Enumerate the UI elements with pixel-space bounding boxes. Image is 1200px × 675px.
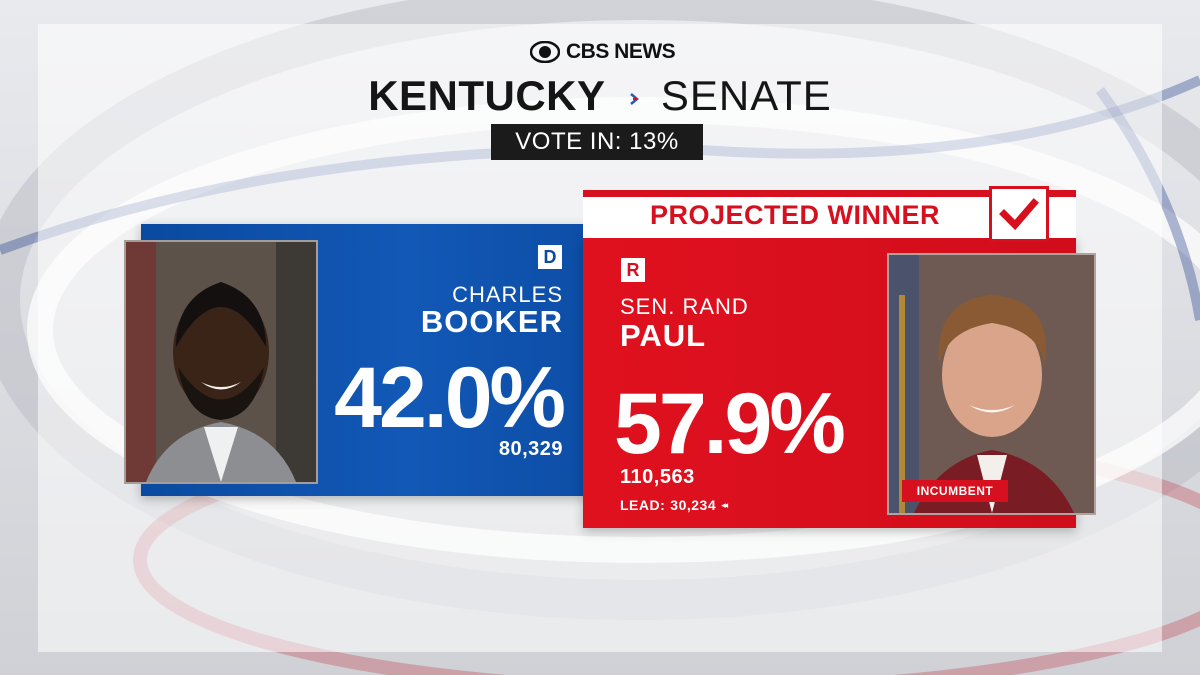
projected-winner-label: PROJECTED WINNER: [650, 200, 941, 230]
rep-vote-count: 110,563: [620, 466, 695, 488]
vote-in-label: VOTE IN:: [515, 128, 622, 155]
rep-vote-percent: 57.9%: [614, 376, 846, 472]
rep-portrait-image: [889, 255, 1094, 513]
vote-in-value: 13%: [629, 128, 679, 155]
dem-portrait-image: [126, 242, 316, 482]
vote-in-badge: VOTE IN: 13%: [491, 124, 703, 160]
rep-first-name: SEN. RAND: [620, 294, 749, 319]
dem-vote-count: 80,329: [498, 438, 563, 460]
lead-value: 30,234: [670, 497, 717, 513]
party-badge-rep: R: [621, 258, 645, 282]
incumbent-badge: INCUMBENT: [902, 480, 1008, 502]
party-badge-dem: D: [538, 245, 562, 269]
rep-lead: LEAD: 30,234 ◂◂: [620, 497, 728, 513]
state-name: KENTUCKY: [368, 72, 606, 119]
dem-last-name: BOOKER: [420, 304, 563, 339]
dem-first-name: CHARLES: [452, 282, 563, 307]
cbs-news-logo: CBS NEWS: [530, 40, 676, 64]
dem-vote-percent: 42.0%: [334, 350, 566, 446]
race-title: KENTUCKY SENATE: [0, 70, 1200, 122]
network-name: CBS NEWS: [566, 40, 676, 63]
checkmark-icon: [989, 186, 1049, 242]
office-name: SENATE: [660, 72, 832, 119]
rep-candidate-photo: [887, 253, 1096, 515]
lead-arrow-icon: ◂◂: [721, 499, 728, 510]
cbs-eye-icon: [530, 41, 560, 63]
chevron-right-icon: [630, 92, 640, 105]
dem-candidate-photo: [124, 240, 318, 484]
lead-label: LEAD:: [620, 497, 666, 513]
rep-last-name: PAUL: [620, 318, 707, 353]
